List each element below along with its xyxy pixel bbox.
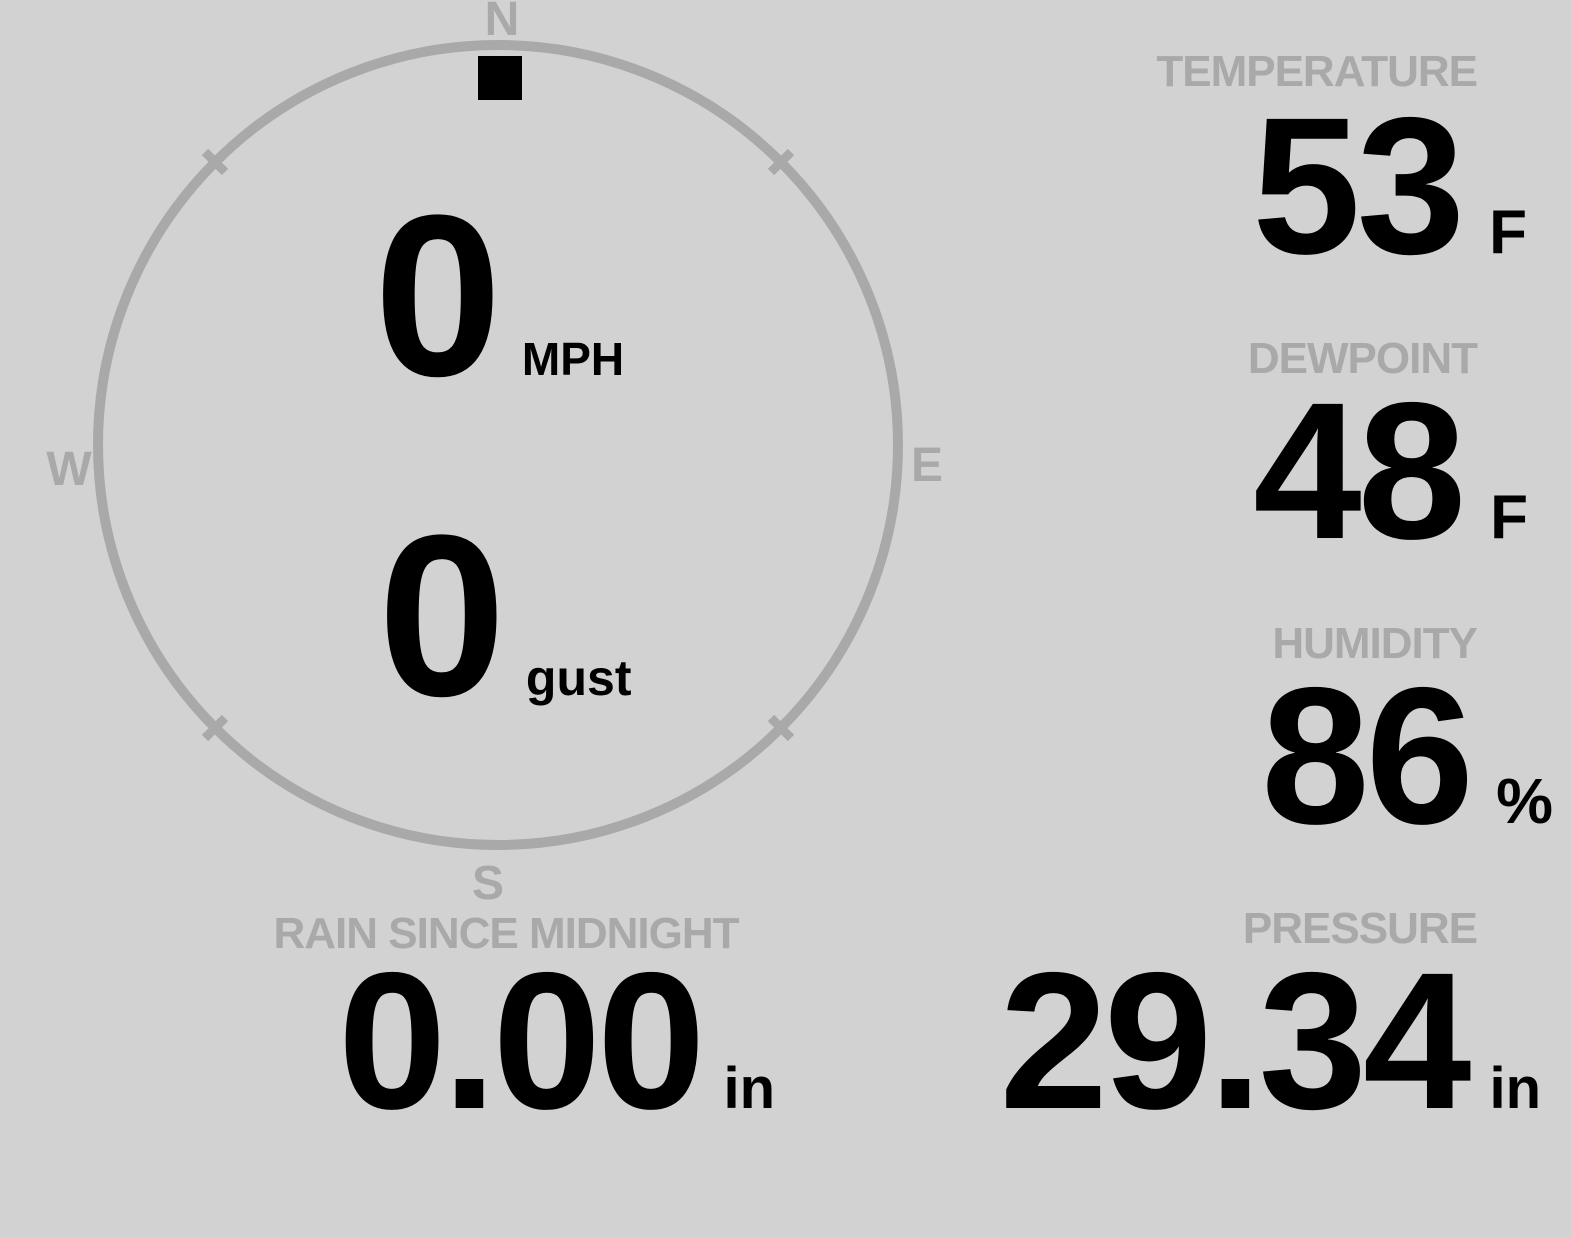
pressure-label: PRESSURE [1242,904,1478,953]
temperature-label: TEMPERATURE [1156,47,1478,96]
temperature-unit: F [1489,198,1527,267]
compass-tick-ne [767,148,795,176]
cardinal-south: S [471,857,505,910]
dewpoint-unit: F [1490,483,1528,552]
wind-gust: 0 gust [378,501,631,731]
dewpoint-reading: 48 F [1253,374,1528,569]
dewpoint-label: DEWPOINT [1247,334,1478,383]
dewpoint-value: 48 [1253,362,1466,580]
temperature-value: 53 [1252,77,1465,295]
wind-gust-unit: gust [525,650,632,706]
rain-label: RAIN SINCE MIDNIGHT [273,909,740,958]
compass-circle [93,40,903,850]
wind-speed-unit: MPH [521,333,625,385]
rain-unit: in [723,1056,776,1121]
cardinal-north: N [484,0,520,46]
wind-direction-marker-icon [478,56,522,100]
cardinal-east: E [910,439,944,492]
wind-speed-value: 0 [374,167,502,424]
rain-value: 0.00 [338,932,706,1150]
cardinal-west: W [46,443,92,496]
humidity-reading: 86 % [1261,659,1553,854]
pressure-reading: 29.34 in [999,944,1541,1139]
compass-tick-nw [201,148,229,176]
compass-tick-sw [201,714,229,742]
wind-gust-value: 0 [378,487,506,744]
humidity-value: 86 [1261,647,1474,865]
pressure-value: 29.34 [999,932,1471,1150]
pressure-unit: in [1489,1056,1541,1121]
wind-speed: 0 MPH [374,181,624,411]
rain-reading: 0.00 in [338,944,775,1139]
temperature-reading: 53 F [1252,89,1527,284]
humidity-unit: % [1496,765,1553,837]
humidity-label: HUMIDITY [1272,619,1478,668]
compass-tick-se [767,714,795,742]
